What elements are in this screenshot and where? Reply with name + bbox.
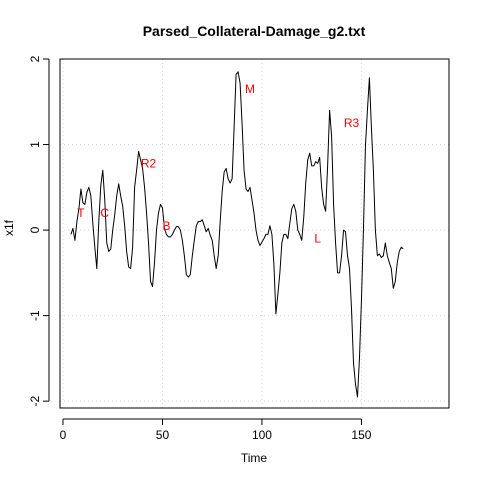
series-layer: [70, 71, 404, 398]
plot-frame: [59, 58, 450, 409]
annotation-layer: T C R2 B M L R3: [77, 82, 359, 246]
grid: [60, 58, 449, 408]
y-tick-label: 2: [28, 55, 42, 62]
x-tick-label: 0: [60, 428, 67, 442]
y-tick-label: 1: [28, 141, 42, 148]
annotation-label: R2: [141, 156, 157, 170]
x-tick-label: 150: [351, 428, 371, 442]
annotation-label: L: [314, 232, 321, 246]
annotation-label: M: [245, 82, 255, 96]
y-axis-label: x1f: [2, 219, 16, 236]
axes: 0 50 100 150 -2 -1 0 1 2: [28, 55, 450, 442]
y-tick-label: -1: [28, 310, 42, 321]
annotation-label: C: [100, 206, 109, 220]
x-tick-label: 50: [156, 428, 170, 442]
annotation-label: R3: [344, 116, 360, 130]
x-tick-label: 100: [252, 428, 272, 442]
y-tick-label: 0: [28, 226, 42, 233]
chart-title: Parsed_Collateral-Damage_g2.txt: [143, 23, 366, 39]
annotation-label: T: [77, 206, 85, 220]
annotation-label: B: [162, 219, 170, 233]
y-tick-label: -2: [28, 395, 42, 406]
series-line: [70, 71, 404, 398]
x-axis-label: Time: [241, 451, 268, 465]
